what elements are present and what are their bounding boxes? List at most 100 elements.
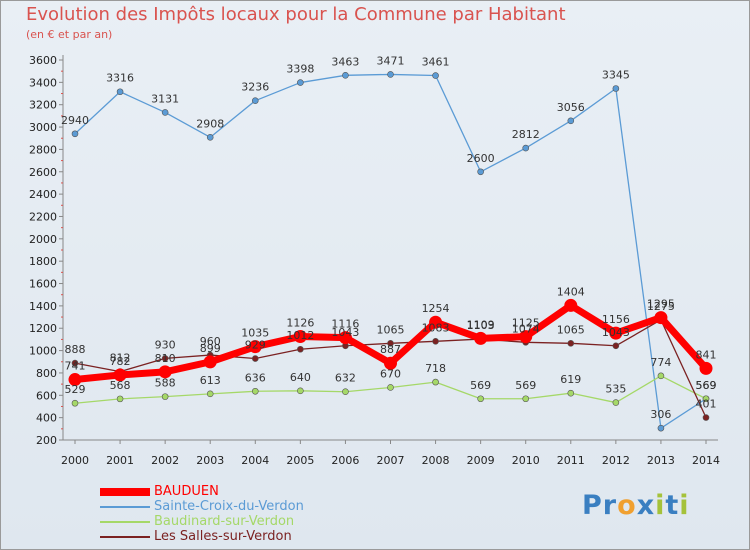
data-point-baudinard-sur-verdon [477, 395, 484, 403]
data-label-baudinard-sur-verdon: 569 [696, 379, 717, 392]
data-label-les-salles-sur-verdon: 930 [155, 338, 176, 351]
data-label-baudinard-sur-verdon: 613 [200, 374, 221, 387]
data-point-les-salles-sur-verdon [387, 340, 394, 347]
line-chart: 200 400 600 800 1000 1200 1400 1600 1800 2000 2200… [29, 54, 720, 467]
data-labels: 2940 3316 3131 2908 3236 3398 3463 3471 3461 2600… [61, 54, 717, 421]
data-point-baudinard-sur-verdon [206, 390, 214, 398]
axes: 200 400 600 800 1000 1200 1400 1600 1800 2000 2200… [29, 54, 720, 467]
data-point-bauduen [113, 368, 127, 382]
data-label-les-salles-sur-verdon: 1043 [331, 326, 359, 339]
data-point-sainte-croix-du-verdon [71, 130, 79, 138]
data-point-baudinard-sur-verdon [297, 387, 304, 395]
data-label-bauduen: 1295 [647, 298, 675, 311]
data-point-bauduen [699, 361, 713, 375]
data-point-baudinard-sur-verdon [251, 387, 259, 395]
data-label-bauduen: 1126 [286, 317, 314, 330]
data-label-baudinard-sur-verdon: 636 [245, 371, 266, 384]
x-tick-label: 2000 [61, 454, 89, 467]
data-point-sainte-croix-du-verdon [206, 134, 214, 141]
data-label-bauduen: 887 [380, 343, 401, 356]
data-label-baudinard-sur-verdon: 774 [650, 356, 671, 369]
data-point-les-salles-sur-verdon [161, 355, 169, 362]
logo-letter: x [636, 490, 656, 521]
data-label-sainte-croix-du-verdon: 3461 [422, 56, 450, 69]
data-point-bauduen [293, 330, 307, 344]
logo-letter: o [617, 490, 637, 521]
data-point-bauduen [519, 330, 533, 344]
data-label-baudinard-sur-verdon: 670 [380, 367, 401, 380]
data-point-baudinard-sur-verdon [161, 393, 169, 400]
data-point-baudinard-sur-verdon [71, 399, 79, 407]
data-point-les-salles-sur-verdon [432, 338, 439, 345]
data-label-sainte-croix-du-verdon: 3131 [151, 92, 179, 105]
data-point-sainte-croix-du-verdon [116, 88, 124, 96]
data-point-baudinard-sur-verdon [522, 395, 530, 403]
data-label-les-salles-sur-verdon: 1012 [286, 329, 314, 342]
data-point-sainte-croix-du-verdon [567, 117, 575, 125]
data-point-bauduen [474, 331, 488, 345]
y-tick-label: 600 [36, 389, 57, 402]
data-label-sainte-croix-du-verdon: 3471 [377, 54, 405, 67]
data-point-les-salles-sur-verdon [71, 359, 79, 367]
data-label-bauduen: 741 [65, 360, 86, 373]
data-label-bauduen: 1156 [602, 313, 630, 326]
x-tick-label: 2003 [196, 454, 224, 467]
series-layer [68, 71, 713, 432]
data-point-baudinard-sur-verdon [387, 384, 394, 391]
data-label-les-salles-sur-verdon: 960 [200, 335, 221, 348]
data-point-sainte-croix-du-verdon [657, 424, 665, 432]
data-point-baudinard-sur-verdon [342, 388, 349, 396]
data-point-les-salles-sur-verdon [567, 340, 575, 347]
data-label-baudinard-sur-verdon: 569 [515, 379, 536, 392]
logo-letter: P [582, 490, 603, 521]
y-tick-label: 1200 [29, 322, 57, 335]
logo-letter: i [679, 490, 690, 521]
legend-swatch [100, 506, 150, 508]
data-label-les-salles-sur-verdon: 1275 [647, 300, 675, 313]
x-tick-label: 2009 [467, 454, 495, 467]
data-point-sainte-croix-du-verdon [477, 168, 484, 176]
x-tick-label: 2012 [602, 454, 630, 467]
data-point-bauduen [338, 331, 352, 345]
legend-label: Les Salles-sur-Verdon [154, 529, 292, 544]
data-label-les-salles-sur-verdon: 1065 [377, 323, 405, 336]
data-label-sainte-croix-du-verdon: 569 [696, 379, 717, 392]
data-point-sainte-croix-du-verdon [251, 97, 259, 104]
y-tick-label: 1400 [29, 300, 57, 313]
data-label-bauduen: 782 [110, 355, 131, 368]
logo-letter: t [665, 490, 680, 521]
legend-label: BAUDUEN [154, 484, 219, 499]
x-tick-label: 2006 [331, 454, 359, 467]
data-point-bauduen [564, 298, 578, 312]
data-point-bauduen [68, 373, 82, 387]
data-point-les-salles-sur-verdon [251, 355, 259, 362]
y-tick-label: 2400 [29, 188, 57, 201]
data-label-les-salles-sur-verdon: 1074 [512, 322, 540, 335]
data-point-les-salles-sur-verdon [612, 342, 620, 350]
x-tick-label: 2007 [377, 454, 405, 467]
y-tick-label: 3600 [29, 54, 57, 67]
data-label-sainte-croix-du-verdon: 2908 [196, 117, 224, 130]
data-label-bauduen: 1035 [241, 327, 269, 340]
data-point-sainte-croix-du-verdon [612, 85, 620, 92]
data-label-les-salles-sur-verdon: 812 [110, 352, 131, 365]
data-point-les-salles-sur-verdon [702, 414, 710, 421]
x-tick-label: 2010 [512, 454, 540, 467]
data-label-les-salles-sur-verdon: 1065 [557, 323, 585, 336]
logo-letter: r [602, 490, 618, 521]
y-tick-label: 3000 [29, 121, 57, 134]
data-point-baudinard-sur-verdon [116, 395, 124, 403]
legend-label: Sainte-Croix-du-Verdon [154, 499, 304, 514]
x-tick-label: 2005 [286, 454, 314, 467]
data-label-bauduen: 1125 [512, 317, 540, 330]
data-label-bauduen: 1404 [557, 285, 585, 298]
data-label-bauduen: 1109 [467, 318, 495, 331]
y-tick-label: 1800 [29, 255, 57, 268]
y-tick-label: 3400 [29, 76, 57, 89]
data-label-sainte-croix-du-verdon: 3398 [286, 63, 314, 76]
legend-swatch [100, 488, 150, 496]
data-label-sainte-croix-du-verdon: 3345 [602, 69, 630, 82]
data-label-sainte-croix-du-verdon: 2940 [61, 114, 89, 127]
data-point-bauduen [609, 326, 623, 340]
